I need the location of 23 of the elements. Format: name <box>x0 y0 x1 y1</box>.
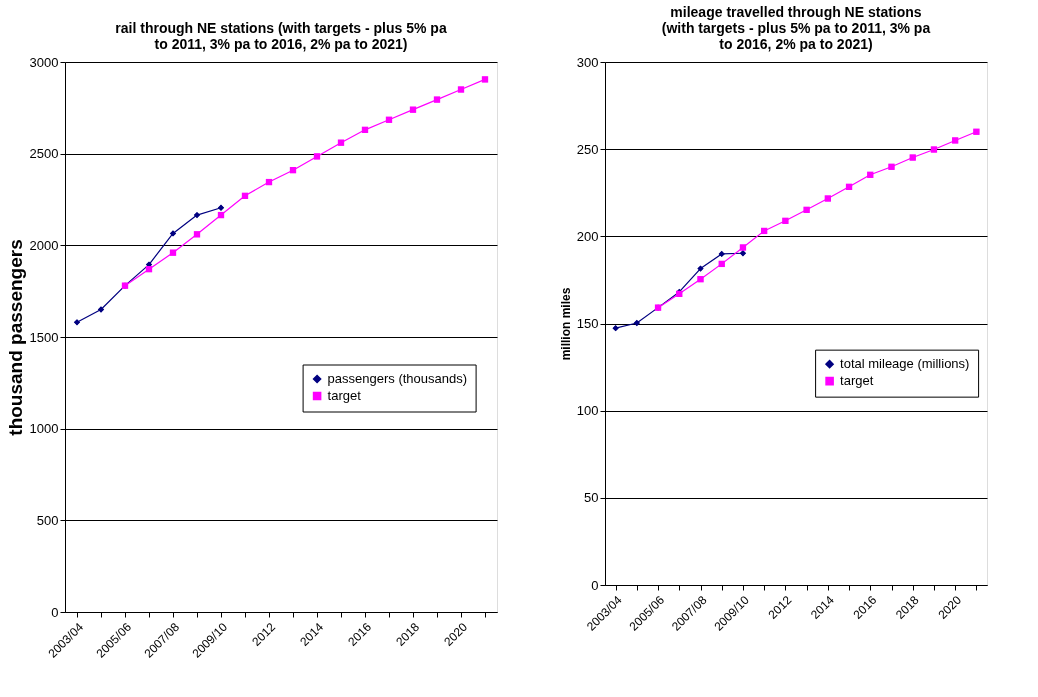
chart-title: rail through NE stations (with targets - plus 5% pa to 2011, 3% pa to 2016, 2% pa to 2021) <box>115 20 447 52</box>
y-tick-label: 200 <box>576 228 599 244</box>
y-tick-label: 1000 <box>29 421 59 437</box>
y-axis-title: million miles <box>558 287 573 361</box>
legend-label: total mileage (millions) <box>840 356 970 372</box>
y-tick-label: 0 <box>591 577 599 593</box>
y-tick-label: 300 <box>576 54 599 70</box>
legend-label: passengers (thousands) <box>327 371 468 386</box>
legend-label: target <box>840 373 874 389</box>
y-tick-label: 2000 <box>29 237 59 253</box>
y-tick-label: 2500 <box>29 146 59 162</box>
y-tick-label: 1500 <box>29 329 59 345</box>
y-tick-label: 0 <box>51 604 59 620</box>
y-tick-label: 3000 <box>29 54 59 70</box>
legend-label: target <box>327 388 362 403</box>
chart-title: mileage travelled through NE stations (with targets - plus 5% pa to 2011, 3% pa to 2016, 2% pa to 2021) <box>661 4 931 52</box>
point <box>697 265 704 272</box>
y-tick-label: 500 <box>36 512 59 528</box>
y-tick-label: 100 <box>576 403 599 419</box>
y-tick-label: 150 <box>576 316 599 331</box>
y-tick-label: 50 <box>584 490 599 506</box>
y-tick-label: 250 <box>576 141 599 157</box>
y-axis-title: thousand passengers <box>4 239 26 436</box>
